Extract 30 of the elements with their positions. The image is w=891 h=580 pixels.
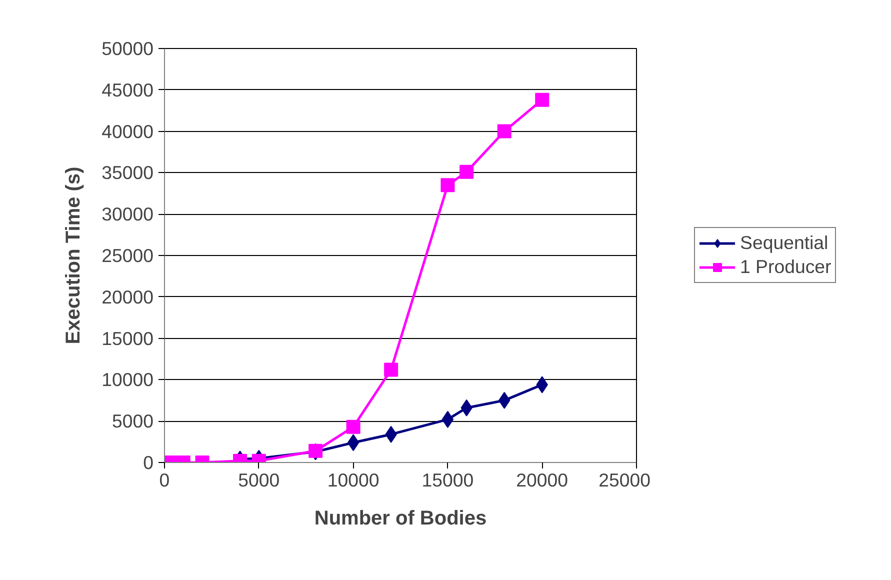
point: [535, 92, 550, 107]
point: [440, 178, 455, 192]
y-tick-label: 0: [143, 452, 154, 473]
x-tick-label: 10000: [327, 470, 380, 490]
y-tick-label: 50000: [102, 38, 154, 59]
y-axis-title: Execution Time (s): [62, 166, 85, 344]
legend-label: Sequential: [740, 232, 828, 254]
y-tick-label: 45000: [102, 79, 154, 100]
point: [460, 164, 474, 179]
y-tick-label: 10000: [102, 369, 154, 390]
legend-label: 1 Producer: [740, 256, 832, 278]
x-tick-label: 15000: [422, 470, 474, 490]
y-tick-label: 40000: [102, 120, 154, 142]
y-tick-label: 15000: [102, 328, 154, 349]
point: [497, 124, 512, 138]
x-tick-label: 20000: [516, 470, 568, 490]
y-tick-label: 35000: [102, 162, 154, 184]
y-tick-label: 25000: [102, 245, 154, 266]
x-tick-label: 25000: [598, 470, 651, 490]
x-tick-label: 5000: [238, 470, 280, 490]
point: [308, 444, 323, 458]
point: [346, 420, 360, 434]
y-tick-label: 20000: [102, 286, 154, 308]
x-axis-title: Number of Bodies: [314, 508, 487, 530]
point: [442, 410, 454, 428]
point: [347, 434, 360, 452]
y-tick-label: 5000: [112, 410, 154, 432]
point: [384, 362, 398, 377]
x-tick-label: 0: [159, 470, 170, 490]
y-tick-label: 30000: [102, 204, 154, 225]
